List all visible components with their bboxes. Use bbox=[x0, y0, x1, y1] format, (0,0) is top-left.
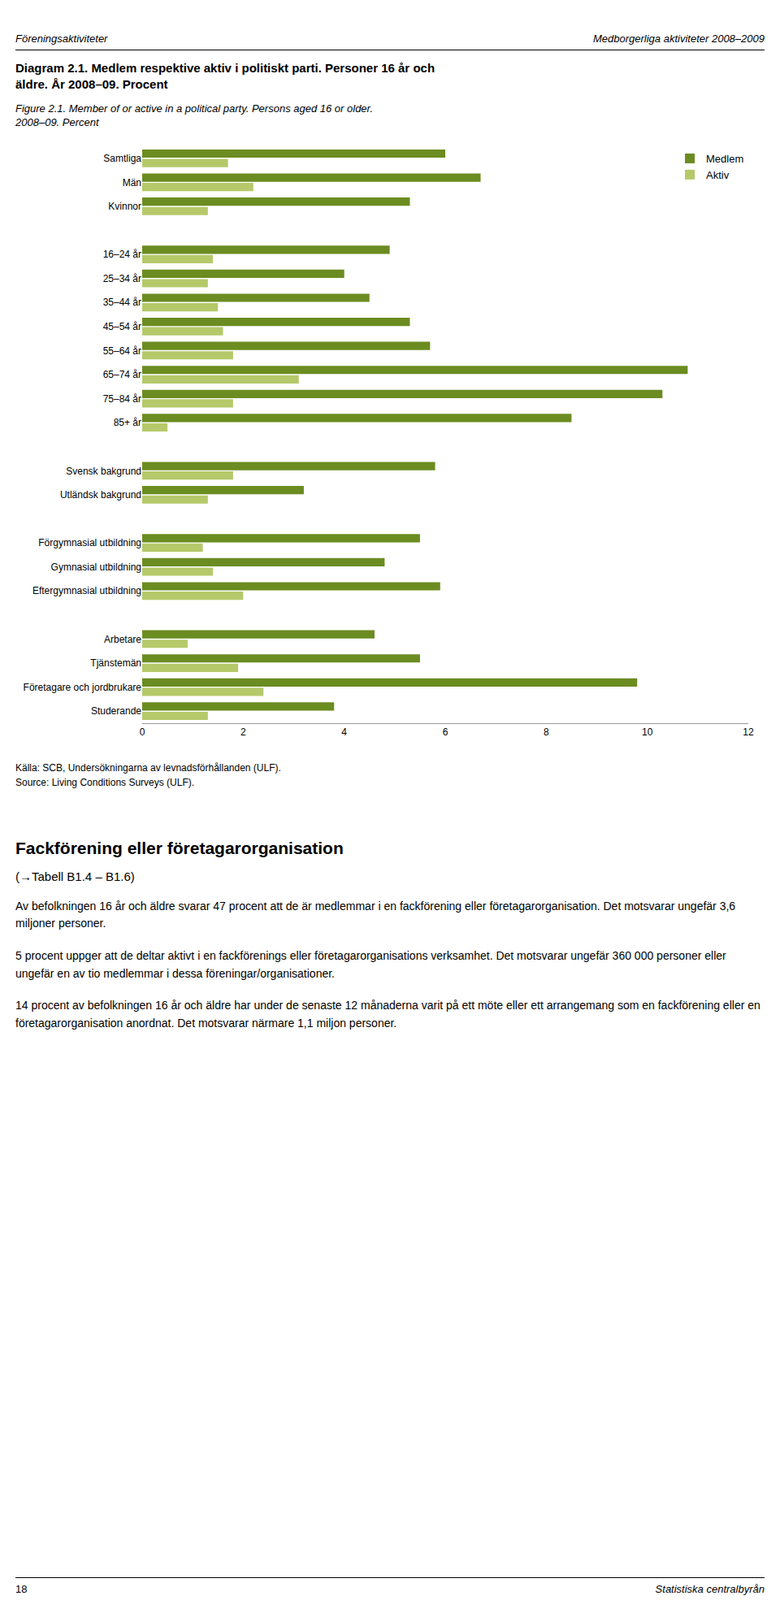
svg-text:Män: Män bbox=[122, 176, 142, 188]
svg-text:2: 2 bbox=[240, 726, 247, 738]
html-text:14 procent av befolkningen 16: 14 procent av befolkningen 16 år och äld… bbox=[15, 998, 761, 1030]
html-text:Källa: SCB, Undersökningarna a: Källa: SCB, Undersökningarna av levnadsf… bbox=[15, 761, 281, 774]
html-text:Statistiska centralbyrån: Statistiska centralbyrån bbox=[655, 1582, 765, 1595]
svg-text:Förgymnasial utbildning: Förgymnasial utbildning bbox=[38, 537, 142, 549]
svg-text:75–84 år: 75–84 år bbox=[103, 392, 142, 404]
svg-text:6: 6 bbox=[442, 726, 449, 738]
html-text:(→Tabell B1.4 – B1.6): (→Tabell B1.4 – B1.6) bbox=[15, 869, 135, 883]
svg-text:35–44 år: 35–44 år bbox=[103, 296, 142, 308]
svg-text:Medlem: Medlem bbox=[706, 152, 744, 165]
svg-text:4: 4 bbox=[341, 726, 347, 738]
svg-text:Företagare och jordbrukare: Företagare och jordbrukare bbox=[23, 680, 143, 693]
svg-text:65–74 år: 65–74 år bbox=[103, 368, 142, 381]
svg-text:Samtliga: Samtliga bbox=[103, 152, 142, 165]
html-text:18: 18 bbox=[15, 1582, 28, 1595]
svg-text:Arbetare: Arbetare bbox=[104, 632, 142, 645]
svg-text:8: 8 bbox=[543, 726, 550, 738]
svg-text:16–24 år: 16–24 år bbox=[103, 248, 142, 260]
html-text:Av befolkningen 16 år och äldr: Av befolkningen 16 år och äldre svarar 4… bbox=[15, 899, 736, 930]
html-text:Figure 2.1. Member of or activ: Figure 2.1. Member of or active in a pol… bbox=[15, 101, 374, 129]
html-text:Medborgerliga aktiviteter 2008: Medborgerliga aktiviteter 2008–2009 bbox=[593, 32, 765, 45]
svg-text:25–34 år: 25–34 år bbox=[103, 273, 142, 285]
svg-text:10: 10 bbox=[641, 726, 654, 738]
svg-text:Studerande: Studerande bbox=[91, 705, 142, 717]
html-text:Fackförening eller företagaror: Fackförening eller företagarorganisation bbox=[15, 838, 344, 857]
html-text:Source: Living Conditions Surv: Source: Living Conditions Surveys (ULF). bbox=[15, 776, 195, 788]
svg-text:45–54 år: 45–54 år bbox=[103, 320, 142, 333]
html-text:Diagram 2.1. Medlem respektive: Diagram 2.1. Medlem respektive aktiv i p… bbox=[15, 60, 435, 92]
svg-text:Svensk bakgrund: Svensk bakgrund bbox=[65, 464, 142, 477]
svg-text:12: 12 bbox=[742, 726, 754, 738]
html-text:Föreningsaktiviteter: Föreningsaktiviteter bbox=[15, 32, 108, 45]
svg-text:0: 0 bbox=[139, 726, 146, 738]
svg-text:Eftergymnasial utbildning: Eftergymnasial utbildning bbox=[32, 585, 142, 597]
svg-text:Gymnasial utbildning: Gymnasial utbildning bbox=[51, 561, 142, 573]
svg-text:Kvinnor: Kvinnor bbox=[108, 200, 142, 213]
svg-text:Utländsk bakgrund: Utländsk bakgrund bbox=[60, 489, 142, 501]
html-text:5 procent uppger att de deltar: 5 procent uppger att de deltar aktivt i … bbox=[15, 949, 727, 980]
svg-text:85+ år: 85+ år bbox=[113, 416, 142, 429]
svg-text:55–64 år: 55–64 år bbox=[103, 344, 142, 356]
svg-text:Tjänstemän: Tjänstemän bbox=[90, 657, 142, 669]
svg-text:Aktiv: Aktiv bbox=[706, 169, 730, 182]
